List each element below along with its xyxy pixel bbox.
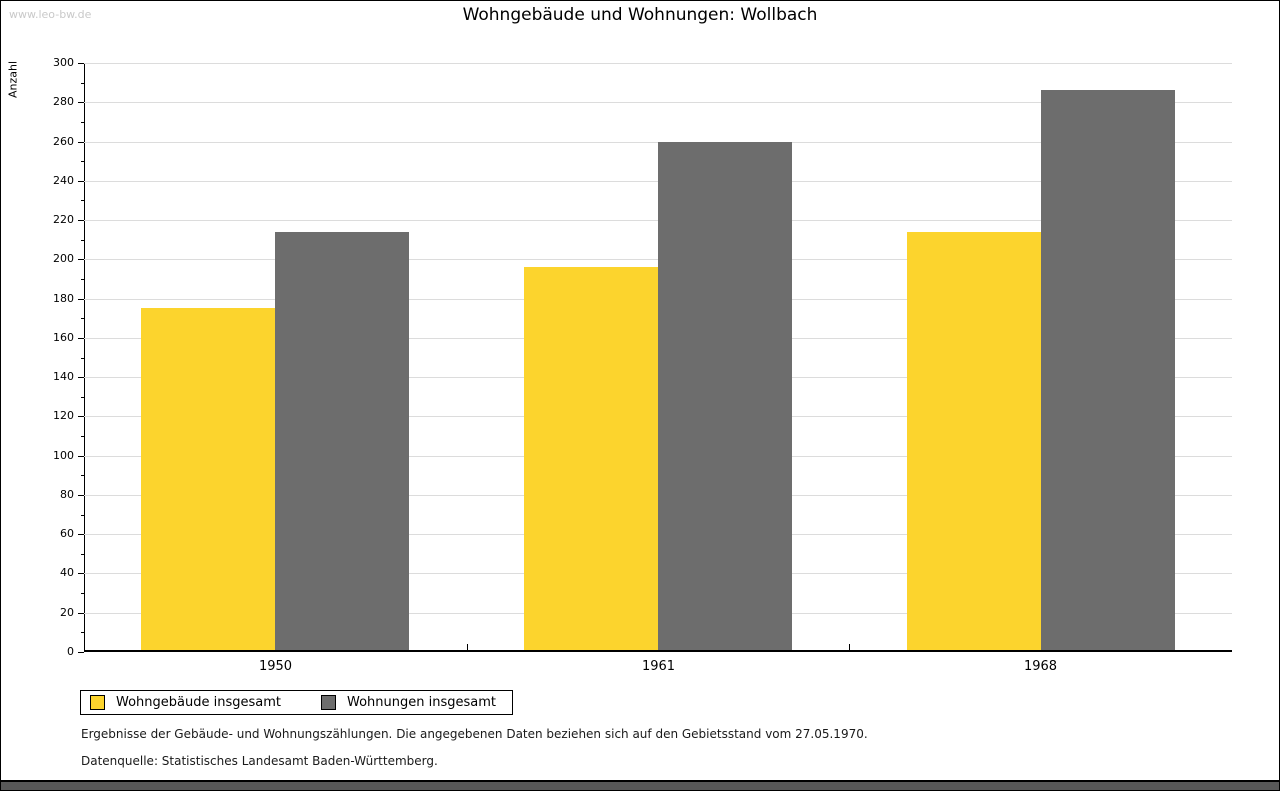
y-major-tick bbox=[78, 416, 84, 417]
y-axis-line bbox=[84, 63, 85, 652]
y-minor-tick bbox=[81, 436, 84, 437]
legend-item: Wohnungen insgesamt bbox=[321, 695, 496, 710]
bar-wohngebäude-1950 bbox=[141, 308, 275, 650]
x-category-label: 1961 bbox=[641, 659, 676, 674]
y-major-tick bbox=[78, 573, 84, 574]
legend-label: Wohngebäude insgesamt bbox=[116, 695, 281, 710]
legend-label: Wohnungen insgesamt bbox=[347, 695, 496, 710]
bar-wohngebäude-1961 bbox=[524, 267, 658, 650]
y-minor-tick bbox=[81, 161, 84, 162]
y-major-tick bbox=[78, 220, 84, 221]
y-major-tick bbox=[78, 63, 84, 64]
y-major-tick bbox=[78, 456, 84, 457]
x-category-label: 1968 bbox=[1023, 659, 1058, 674]
y-tick-label: 40 bbox=[60, 566, 74, 579]
x-category-label: 1950 bbox=[258, 659, 293, 674]
y-tick-label: 100 bbox=[53, 449, 74, 462]
y-minor-tick bbox=[81, 515, 84, 516]
gridline bbox=[84, 63, 1232, 64]
bar-wohngebäude-1968 bbox=[907, 232, 1041, 650]
y-minor-tick bbox=[81, 122, 84, 123]
bottom-divider bbox=[1, 780, 1279, 790]
y-minor-tick bbox=[81, 475, 84, 476]
legend-swatch-icon bbox=[321, 695, 336, 710]
y-minor-tick bbox=[81, 397, 84, 398]
bar-wohnungen-1961 bbox=[658, 142, 792, 650]
y-tick-label: 260 bbox=[53, 135, 74, 148]
y-tick-label: 280 bbox=[53, 95, 74, 108]
x-separator-tick bbox=[467, 644, 468, 650]
chart-legend: Wohngebäude insgesamt Wohnungen insgesamt bbox=[80, 690, 513, 715]
y-minor-tick bbox=[81, 593, 84, 594]
y-major-tick bbox=[78, 181, 84, 182]
y-minor-tick bbox=[81, 318, 84, 319]
y-major-tick bbox=[78, 338, 84, 339]
y-major-tick bbox=[78, 102, 84, 103]
y-minor-tick bbox=[81, 279, 84, 280]
y-minor-tick bbox=[81, 632, 84, 633]
y-major-tick bbox=[78, 299, 84, 300]
y-tick-label: 60 bbox=[60, 527, 74, 540]
y-tick-label: 80 bbox=[60, 488, 74, 501]
legend-item: Wohngebäude insgesamt bbox=[90, 695, 281, 710]
footnote-source: Datenquelle: Statistisches Landesamt Bad… bbox=[81, 754, 438, 768]
y-major-tick bbox=[78, 534, 84, 535]
x-separator-tick bbox=[849, 644, 850, 650]
y-tick-label: 220 bbox=[53, 213, 74, 226]
watermark: www.leo-bw.de bbox=[9, 8, 92, 21]
y-tick-label: 160 bbox=[53, 331, 74, 344]
y-major-tick bbox=[78, 142, 84, 143]
y-tick-label: 300 bbox=[53, 56, 74, 69]
y-major-tick bbox=[78, 613, 84, 614]
y-major-tick bbox=[78, 495, 84, 496]
y-minor-tick bbox=[81, 83, 84, 84]
bar-wohnungen-1968 bbox=[1041, 90, 1175, 650]
y-tick-label: 120 bbox=[53, 409, 74, 422]
footnote-description: Ergebnisse der Gebäude- und Wohnungszähl… bbox=[81, 727, 868, 741]
y-minor-tick bbox=[81, 200, 84, 201]
y-tick-label: 20 bbox=[60, 606, 74, 619]
y-major-tick bbox=[78, 259, 84, 260]
y-major-tick bbox=[78, 377, 84, 378]
chart-title: Wohngebäude und Wohnungen: Wollbach bbox=[462, 5, 818, 25]
y-minor-tick bbox=[81, 358, 84, 359]
legend-swatch-icon bbox=[90, 695, 105, 710]
y-minor-tick bbox=[81, 554, 84, 555]
x-axis-line bbox=[84, 650, 1232, 652]
y-tick-label: 0 bbox=[67, 645, 74, 658]
chart-plot: 1950 1961 1968 bbox=[84, 63, 1232, 674]
bar-wohnungen-1950 bbox=[275, 232, 409, 650]
y-tick-label: 240 bbox=[53, 174, 74, 187]
y-axis-label: Anzahl bbox=[6, 60, 20, 99]
y-tick-label: 200 bbox=[53, 252, 74, 265]
y-minor-tick bbox=[81, 240, 84, 241]
gridline bbox=[84, 102, 1232, 103]
y-tick-label: 140 bbox=[53, 370, 74, 383]
y-major-tick bbox=[78, 652, 84, 653]
y-tick-label: 180 bbox=[53, 292, 74, 305]
